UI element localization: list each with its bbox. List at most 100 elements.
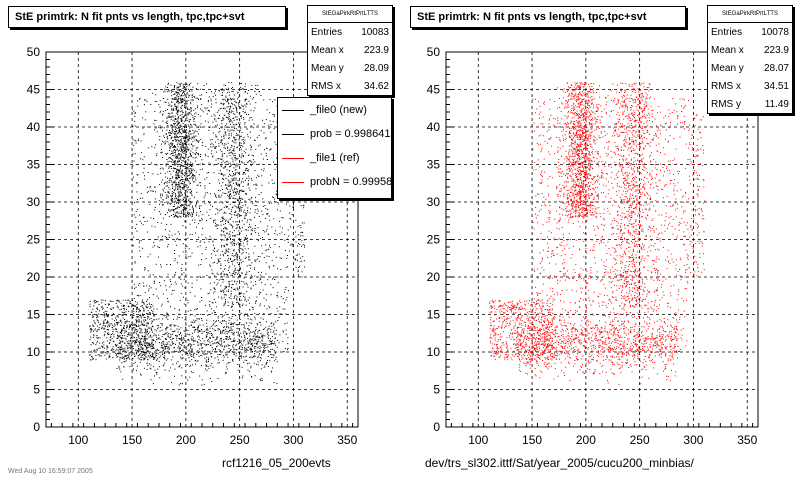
scatter-point bbox=[243, 211, 245, 213]
scatter-point bbox=[193, 181, 194, 183]
scatter-point bbox=[163, 141, 165, 143]
scatter-point bbox=[194, 222, 196, 224]
scatter-point bbox=[177, 145, 179, 147]
scatter-point bbox=[209, 126, 210, 128]
scatter-point bbox=[195, 149, 197, 151]
scatter-point bbox=[147, 270, 149, 272]
scatter-point bbox=[234, 187, 236, 189]
scatter-point bbox=[125, 355, 127, 357]
scatter-point bbox=[221, 272, 223, 274]
scatter-point bbox=[258, 176, 260, 177]
scatter-point bbox=[275, 333, 277, 335]
scatter-point bbox=[102, 323, 104, 325]
scatter-point bbox=[229, 350, 231, 352]
scatter-point bbox=[194, 219, 196, 221]
scatter-point bbox=[210, 337, 212, 339]
scatter-point bbox=[225, 250, 227, 251]
scatter-point bbox=[223, 178, 225, 180]
scatter-point bbox=[265, 273, 267, 275]
scatter-point bbox=[254, 211, 256, 213]
scatter-point bbox=[229, 265, 231, 267]
scatter-point bbox=[166, 342, 168, 344]
scatter-point bbox=[232, 333, 234, 335]
scatter-point bbox=[238, 298, 240, 300]
scatter-point bbox=[130, 337, 132, 339]
scatter-point bbox=[146, 100, 148, 102]
scatter-point bbox=[179, 180, 181, 182]
scatter-point bbox=[153, 335, 155, 337]
scatter-point bbox=[198, 330, 200, 332]
scatter-point bbox=[196, 131, 198, 132]
scatter-point bbox=[135, 349, 137, 351]
scatter-point bbox=[186, 174, 188, 176]
scatter-point bbox=[182, 210, 184, 211]
scatter-point bbox=[194, 331, 196, 333]
scatter-point bbox=[107, 351, 109, 353]
scatter-point bbox=[167, 195, 169, 197]
scatter-point bbox=[229, 233, 231, 235]
scatter-point bbox=[123, 305, 125, 306]
scatter-point bbox=[251, 322, 253, 324]
scatter-point bbox=[220, 337, 222, 339]
scatter-point bbox=[140, 256, 141, 258]
scatter-point bbox=[183, 140, 185, 142]
scatter-point bbox=[167, 348, 169, 350]
scatter-point bbox=[121, 314, 123, 316]
scatter-point bbox=[181, 143, 183, 145]
scatter-point bbox=[97, 338, 99, 340]
scatter-point bbox=[242, 375, 244, 377]
scatter-point bbox=[106, 315, 108, 317]
scatter-point bbox=[166, 91, 168, 93]
scatter-point bbox=[206, 344, 207, 346]
scatter-point bbox=[186, 141, 188, 143]
scatter-point bbox=[218, 259, 219, 261]
scatter-point bbox=[175, 174, 176, 176]
scatter-point bbox=[228, 170, 230, 172]
scatter-point bbox=[162, 365, 164, 367]
scatter-point bbox=[255, 343, 257, 344]
scatter-point bbox=[228, 195, 230, 197]
scatter-point bbox=[191, 174, 193, 176]
scatter-point bbox=[180, 89, 182, 91]
scatter-point bbox=[136, 331, 138, 333]
scatter-point bbox=[253, 340, 255, 341]
scatter-point bbox=[215, 208, 217, 210]
scatter-point bbox=[238, 96, 240, 98]
scatter-point bbox=[223, 273, 225, 275]
scatter-point bbox=[189, 192, 191, 194]
scatter-point bbox=[261, 336, 263, 338]
scatter-point bbox=[167, 171, 169, 173]
scatter-point bbox=[169, 286, 171, 288]
scatter-point bbox=[149, 318, 151, 320]
scatter-point bbox=[186, 135, 188, 137]
scatter-point bbox=[169, 134, 171, 136]
scatter-point bbox=[187, 108, 189, 110]
scatter-point bbox=[192, 326, 194, 328]
scatter-point bbox=[202, 347, 204, 349]
scatter-point bbox=[254, 259, 256, 261]
scatter-point bbox=[238, 183, 240, 185]
scatter-point bbox=[237, 334, 239, 336]
scatter-point bbox=[303, 205, 305, 207]
scatter-point bbox=[170, 144, 172, 146]
scatter-point bbox=[239, 282, 241, 284]
scatter-point bbox=[97, 300, 99, 302]
scatter-point bbox=[209, 282, 211, 284]
scatter-point bbox=[262, 334, 264, 336]
scatter-point bbox=[231, 313, 233, 315]
scatter-point bbox=[209, 331, 211, 332]
scatter-point bbox=[187, 135, 189, 137]
scatter-point bbox=[169, 178, 171, 180]
scatter-point bbox=[269, 245, 270, 247]
scatter-point bbox=[170, 199, 172, 201]
scatter-point bbox=[230, 330, 232, 331]
scatter-point bbox=[245, 348, 247, 350]
scatter-point bbox=[220, 333, 222, 335]
scatter-point bbox=[176, 170, 178, 172]
scatter-point bbox=[128, 344, 130, 346]
scatter-point bbox=[228, 251, 230, 253]
scatter-point bbox=[185, 127, 187, 128]
scatter-point bbox=[233, 154, 235, 156]
scatter-point bbox=[303, 239, 305, 241]
scatter-point bbox=[187, 353, 189, 354]
